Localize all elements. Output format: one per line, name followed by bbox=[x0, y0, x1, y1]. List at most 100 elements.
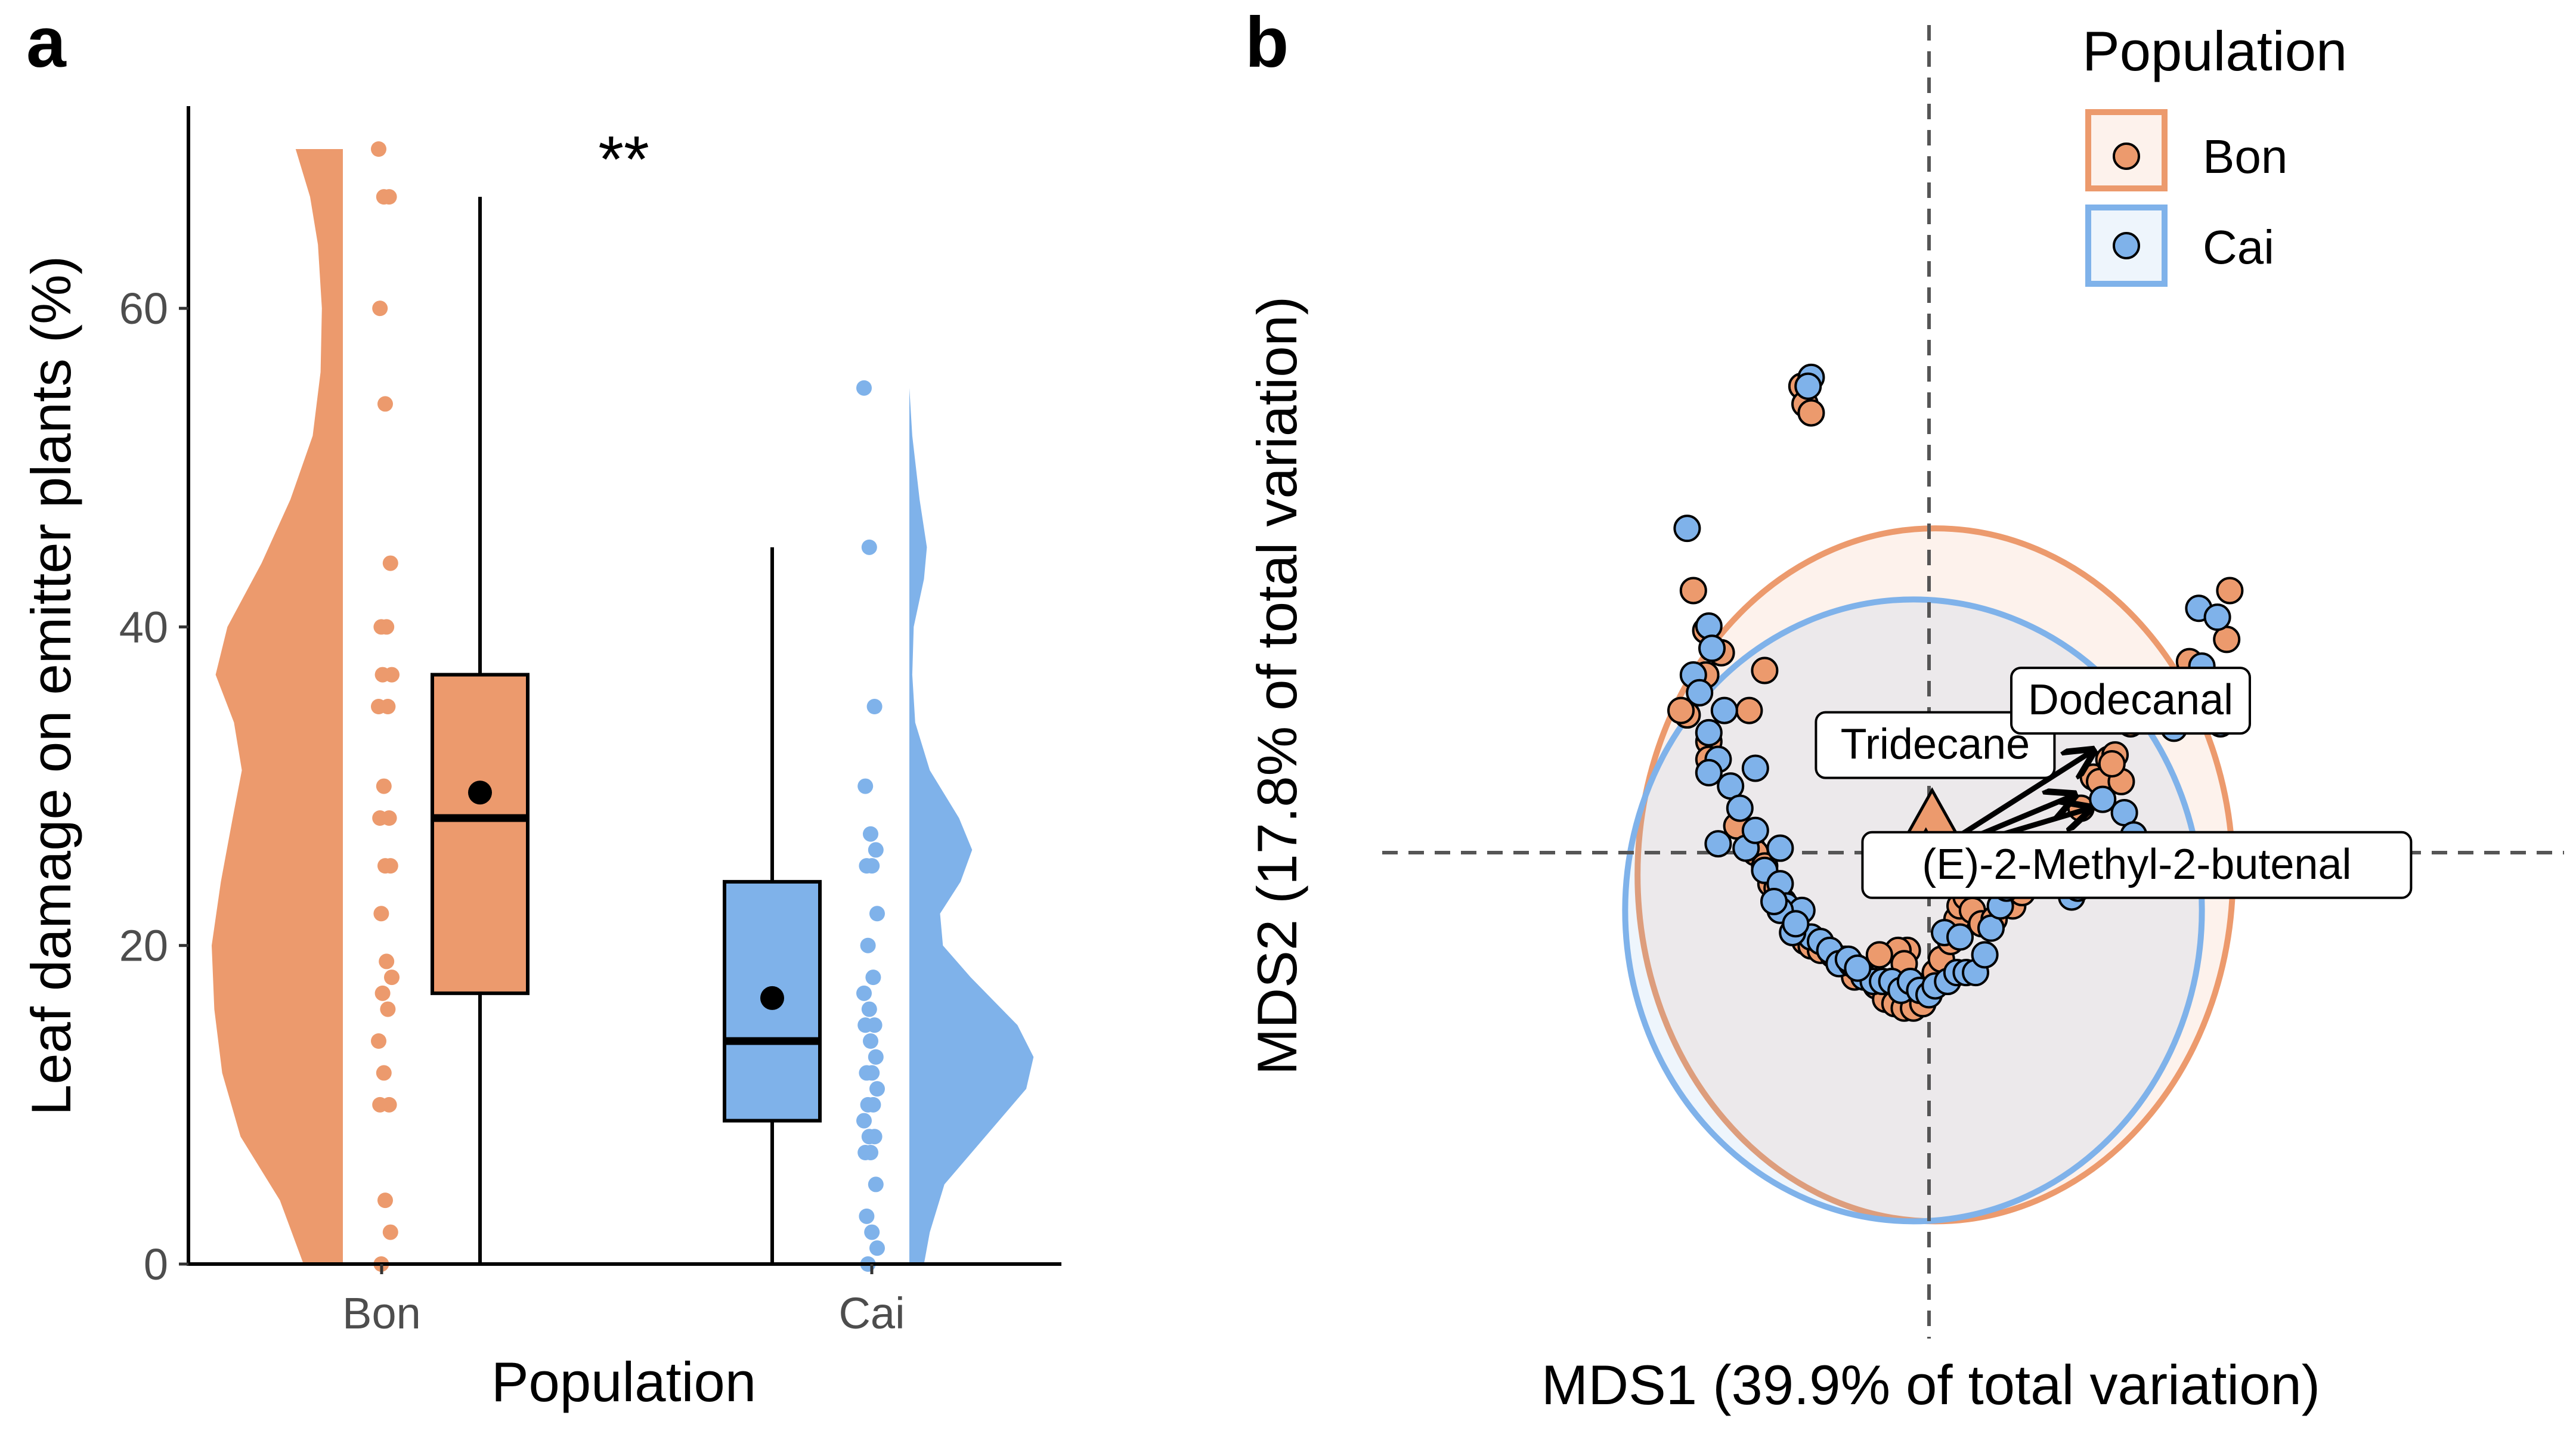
data-point-cai bbox=[863, 1145, 878, 1160]
legend-entry-bon: Bon bbox=[2085, 109, 2287, 191]
data-point-bon bbox=[372, 810, 388, 826]
data-point-cai bbox=[866, 1129, 883, 1145]
vector-label-box bbox=[1861, 831, 2413, 899]
vector-label-box bbox=[2010, 667, 2251, 735]
axis-ticks: 0 20 40 60 Bon Cai bbox=[119, 284, 905, 1338]
population-ellipses bbox=[1622, 525, 2236, 1225]
vector-label-text: Tridecane bbox=[1841, 721, 2030, 769]
data-point-cai bbox=[864, 858, 880, 874]
data-point-cai bbox=[857, 778, 874, 794]
density-clouds bbox=[212, 149, 1034, 1265]
data-point-bon bbox=[382, 555, 398, 571]
data-point-cai bbox=[1695, 758, 1723, 786]
data-point-bon bbox=[1751, 656, 1779, 684]
density-cloud-cai bbox=[909, 388, 1034, 1265]
legend-entry-cai: Cai bbox=[2085, 205, 2274, 287]
data-point-bon bbox=[376, 778, 392, 794]
boxplots bbox=[431, 197, 822, 1264]
raincloud-chart: 0 20 40 60 Bon Cai ** Population Leaf damage … bbox=[20, 106, 1061, 1413]
data-point-cai bbox=[1971, 941, 1999, 969]
data-point-cai bbox=[868, 1049, 884, 1065]
data-point-cai bbox=[869, 1081, 885, 1097]
legend: Population Bon Cai bbox=[2082, 20, 2347, 287]
data-point-cai bbox=[863, 826, 878, 842]
data-point-bon bbox=[384, 970, 400, 986]
legend-point-cai bbox=[2113, 232, 2140, 259]
y-axis-title: Leaf damage on emitter plants (%) bbox=[20, 256, 82, 1116]
data-point-bon bbox=[2098, 750, 2126, 778]
y-tick-label: 20 bbox=[119, 921, 168, 971]
data-point-bon bbox=[379, 953, 395, 970]
legend-label-cai: Cai bbox=[2203, 221, 2274, 274]
data-point-bon bbox=[380, 1001, 396, 1017]
data-point-cai bbox=[861, 1001, 877, 1017]
data-point-cai bbox=[1686, 679, 1714, 707]
data-point-cai bbox=[1698, 634, 1726, 662]
axes bbox=[187, 106, 1061, 1266]
data-point-cai bbox=[1695, 612, 1723, 640]
vector-label: Tridecane bbox=[1815, 711, 2056, 779]
data-point-bon bbox=[1735, 696, 1763, 724]
data-point-cai bbox=[866, 699, 883, 714]
y-tick-label: 40 bbox=[119, 602, 168, 652]
data-point-cai bbox=[1946, 923, 1974, 951]
data-point-cai bbox=[1695, 718, 1723, 747]
data-point-cai bbox=[1704, 830, 1732, 858]
data-point-cai bbox=[864, 1224, 880, 1240]
panel-b-letter: b bbox=[1245, 2, 1289, 82]
data-point-cai bbox=[1766, 834, 1794, 862]
legend-point-bon bbox=[2113, 143, 2140, 170]
data-point-cai bbox=[861, 539, 877, 555]
data-points bbox=[371, 141, 885, 1272]
y-tick-label: 0 bbox=[144, 1240, 168, 1289]
ellipse-cai bbox=[1622, 596, 2205, 1225]
data-point-bon bbox=[374, 985, 391, 1001]
data-point-cai bbox=[856, 380, 872, 396]
data-point-bon bbox=[373, 906, 389, 922]
box-bon bbox=[431, 673, 530, 995]
density-cloud-bon bbox=[212, 149, 343, 1264]
data-point-bon bbox=[2216, 577, 2244, 605]
data-point-cai bbox=[859, 1208, 875, 1224]
x-axis-title: MDS1 (39.9% of total variation) bbox=[1541, 1353, 2320, 1416]
data-point-cai bbox=[868, 1176, 884, 1192]
data-point-cai bbox=[869, 1240, 885, 1256]
data-point-cai bbox=[869, 906, 885, 922]
legend-title: Population bbox=[2082, 20, 2347, 82]
data-point-cai bbox=[1741, 754, 1769, 782]
vector-label-text: Dodecanal bbox=[2028, 676, 2233, 724]
x-axis-title: Population bbox=[491, 1351, 756, 1413]
data-point-cai bbox=[1844, 954, 1872, 982]
legend-key-cai bbox=[2085, 205, 2168, 287]
data-point-cai bbox=[857, 1017, 874, 1033]
data-point-bon bbox=[382, 1224, 398, 1240]
data-point-cai bbox=[856, 1113, 872, 1129]
data-point-cai bbox=[1673, 515, 1701, 543]
vector-label: Dodecanal bbox=[2010, 667, 2251, 735]
mean-marker-cai bbox=[760, 986, 784, 1010]
data-point-bon bbox=[1797, 399, 1825, 427]
data-point-cai bbox=[1741, 816, 1769, 844]
data-point-bon bbox=[372, 301, 388, 317]
vector-label-box bbox=[1815, 711, 2056, 779]
data-point-bon bbox=[1667, 696, 1695, 724]
data-point-cai bbox=[856, 985, 872, 1001]
data-point-bon bbox=[371, 1033, 386, 1049]
significance-label: ** bbox=[598, 123, 649, 196]
data-point-cai bbox=[865, 970, 881, 986]
data-point-cai bbox=[2203, 603, 2231, 631]
data-point-bon bbox=[377, 396, 393, 412]
legend-label-bon: Bon bbox=[2203, 130, 2287, 183]
mean-marker-bon bbox=[468, 780, 492, 805]
x-tick-label: Bon bbox=[342, 1288, 421, 1338]
data-point-cai bbox=[1760, 887, 1788, 915]
data-point-bon bbox=[372, 1097, 388, 1113]
x-tick-label: Cai bbox=[838, 1288, 905, 1338]
y-tick-label: 60 bbox=[119, 284, 168, 333]
data-point-cai bbox=[1794, 372, 1822, 400]
data-point-bon bbox=[1865, 941, 1893, 969]
data-point-bon bbox=[371, 699, 386, 714]
data-point-bon bbox=[374, 667, 391, 683]
